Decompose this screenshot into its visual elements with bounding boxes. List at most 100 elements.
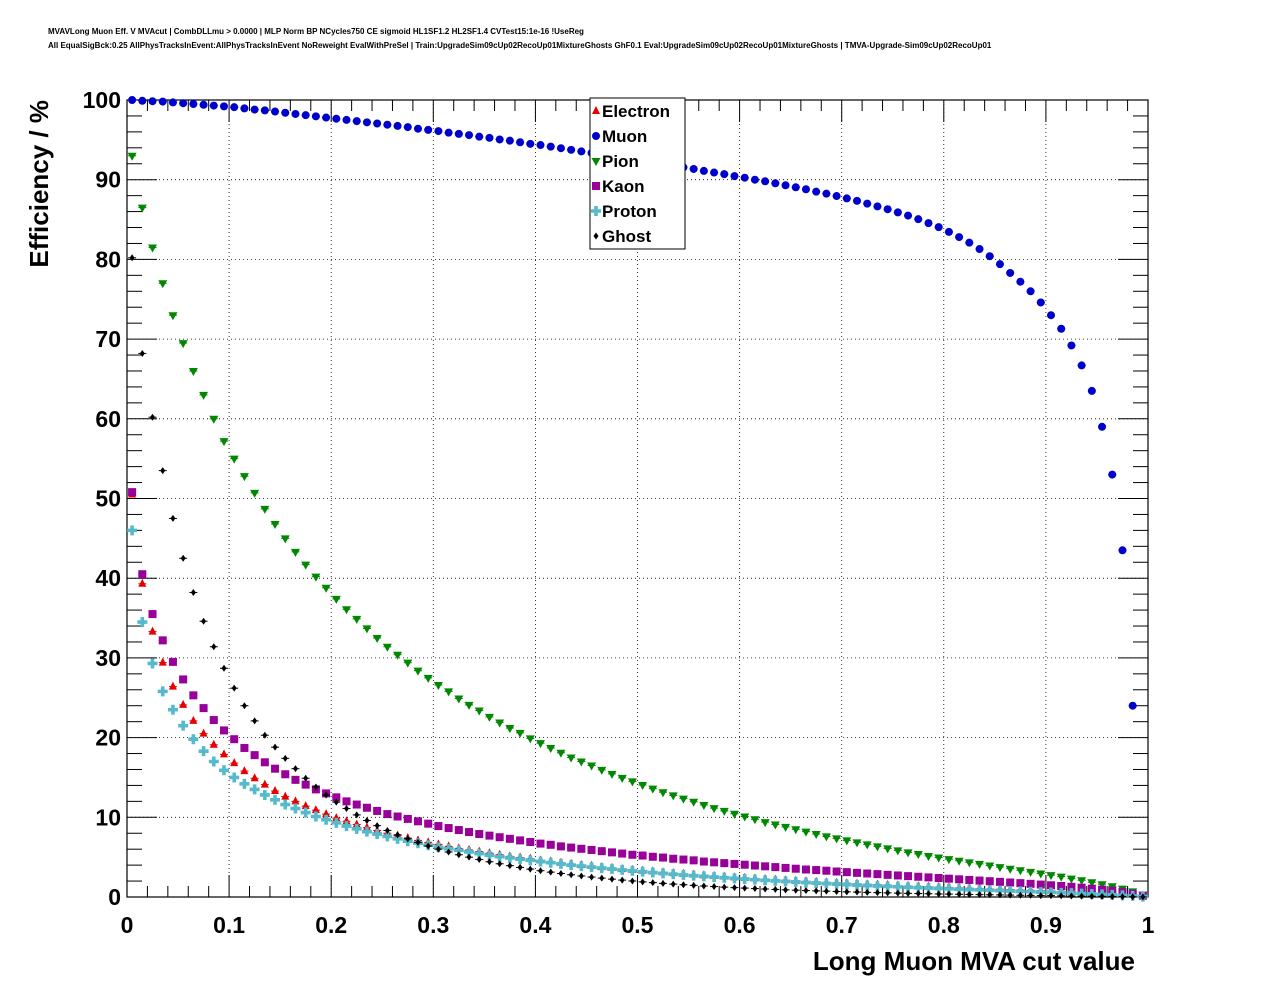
- kaon-point: [209, 716, 218, 725]
- proton-point: [760, 875, 771, 886]
- electron-point: [281, 791, 290, 800]
- kaon-point: [1026, 879, 1035, 888]
- electron-point: [168, 681, 177, 690]
- kaon-point: [291, 775, 300, 784]
- legend-item-pion: Pion: [591, 152, 639, 171]
- muon-point: [710, 168, 719, 177]
- pion-point: [311, 573, 321, 582]
- kaon-point: [465, 828, 474, 837]
- muon-point: [1006, 268, 1015, 277]
- pion-point: [413, 667, 423, 676]
- ghost-point: [823, 887, 829, 895]
- ghost-point: [558, 869, 564, 877]
- ghost-point: [915, 889, 921, 897]
- ghost-point: [221, 664, 227, 672]
- pion-point: [137, 204, 147, 213]
- electron-point: [230, 758, 239, 767]
- proton-point: [698, 871, 709, 882]
- ghost-point: [160, 467, 166, 475]
- proton-point: [280, 799, 291, 810]
- muon-point: [342, 115, 351, 124]
- pion-point: [740, 813, 750, 822]
- proton-point: [964, 884, 975, 895]
- proton-point: [994, 885, 1005, 896]
- electron-point: [219, 749, 228, 758]
- kaon-point: [607, 848, 616, 857]
- muon-point: [424, 125, 433, 134]
- proton-point: [270, 794, 281, 805]
- muon-point: [1026, 287, 1035, 296]
- legend-marker-electron: [592, 106, 600, 114]
- pion-point: [546, 744, 556, 753]
- proton-point: [729, 873, 740, 884]
- legend-item-proton: Proton: [591, 202, 657, 221]
- kaon-point: [383, 810, 392, 819]
- proton-point: [780, 876, 791, 887]
- electron-point: [240, 766, 249, 775]
- proton-point: [208, 756, 219, 767]
- ghost-point: [589, 873, 595, 881]
- kaon-point: [648, 852, 657, 861]
- electron-point: [138, 578, 147, 587]
- ghost-point: [282, 754, 288, 762]
- pion-point: [934, 854, 944, 863]
- muon-point: [383, 120, 392, 129]
- ghost-point: [1058, 892, 1064, 900]
- ghost-point: [323, 791, 329, 799]
- pion-point: [923, 852, 933, 861]
- kaon-point: [1087, 884, 1096, 893]
- kaon-point: [638, 851, 647, 860]
- proton-point: [494, 851, 505, 862]
- legend-marker-ghost: [593, 232, 599, 240]
- ghost-point: [476, 856, 482, 864]
- proton-point: [484, 850, 495, 861]
- kaon-point: [495, 833, 504, 842]
- muon-point: [740, 173, 749, 182]
- pion-point: [1005, 865, 1015, 874]
- kaon-point: [597, 847, 606, 856]
- ghost-point: [640, 878, 646, 886]
- pion-point: [781, 823, 791, 832]
- pion-point: [750, 816, 760, 825]
- kaon-point: [168, 657, 177, 666]
- electron-point: [179, 699, 188, 708]
- x-tick-label: 0.6: [724, 912, 756, 938]
- ghost-point: [211, 643, 217, 651]
- pion-point: [393, 651, 403, 660]
- kaon-point: [271, 764, 280, 773]
- pion-point: [658, 789, 668, 798]
- muon-point: [168, 98, 177, 107]
- pion-point: [576, 758, 586, 767]
- muon-point: [209, 101, 218, 110]
- muon-point: [362, 118, 371, 127]
- proton-point: [974, 884, 985, 895]
- kaon-point: [158, 636, 167, 645]
- muon-point: [322, 113, 331, 122]
- kaon-point: [628, 850, 637, 859]
- muon-point: [955, 233, 964, 242]
- pion-point: [587, 762, 597, 771]
- proton-point: [831, 879, 842, 890]
- series-electron: [128, 489, 1147, 899]
- pion-point: [505, 725, 515, 734]
- muon-point: [301, 111, 310, 120]
- ghost-point: [905, 889, 911, 897]
- pion-point: [729, 810, 739, 819]
- proton-point: [310, 811, 321, 822]
- proton-point: [647, 867, 658, 878]
- muon-point: [1016, 277, 1025, 286]
- ghost-point: [486, 858, 492, 866]
- y-tick-label: 0: [108, 884, 121, 910]
- pion-point: [964, 859, 974, 868]
- muon-point: [1057, 324, 1066, 333]
- series-points: [127, 96, 1148, 902]
- legend-label-ghost: Ghost: [602, 227, 651, 246]
- muon-point: [454, 129, 463, 138]
- pion-point: [801, 828, 811, 837]
- electron-point: [291, 796, 300, 805]
- legend-label-electron: Electron: [602, 102, 670, 121]
- pion-point: [270, 521, 280, 530]
- ghost-point: [772, 885, 778, 893]
- muon-point: [853, 196, 862, 205]
- kaon-point: [362, 803, 371, 812]
